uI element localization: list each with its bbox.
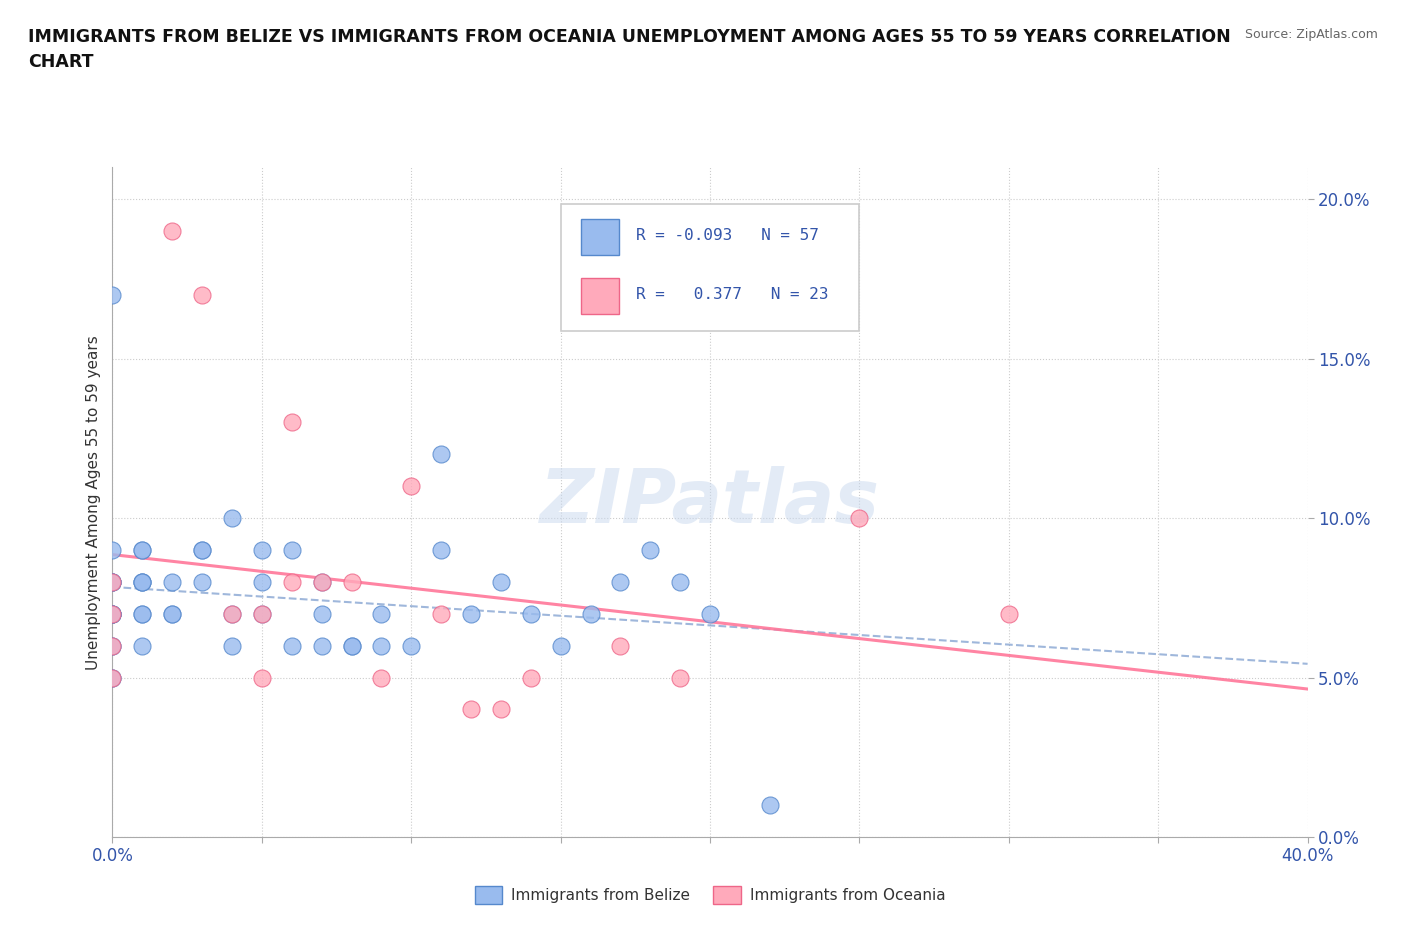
Text: IMMIGRANTS FROM BELIZE VS IMMIGRANTS FROM OCEANIA UNEMPLOYMENT AMONG AGES 55 TO : IMMIGRANTS FROM BELIZE VS IMMIGRANTS FRO…	[28, 28, 1230, 71]
Text: R =   0.377   N = 23: R = 0.377 N = 23	[636, 286, 828, 302]
Point	[191, 575, 214, 590]
Point	[162, 575, 183, 590]
Point	[311, 575, 333, 590]
Point	[281, 575, 304, 590]
Point	[370, 606, 392, 621]
Point	[101, 606, 124, 621]
Point	[250, 542, 273, 557]
Point	[609, 575, 631, 590]
FancyBboxPatch shape	[581, 278, 619, 314]
Point	[131, 542, 153, 557]
Point	[250, 671, 273, 685]
Point	[401, 479, 423, 494]
Text: Source: ZipAtlas.com: Source: ZipAtlas.com	[1244, 28, 1378, 41]
Point	[162, 606, 183, 621]
Point	[699, 606, 721, 621]
Point	[191, 542, 214, 557]
Point	[340, 638, 363, 653]
Point	[281, 638, 304, 653]
Point	[460, 606, 482, 621]
Point	[131, 575, 153, 590]
Point	[520, 606, 543, 621]
Point	[162, 224, 183, 239]
Point	[430, 447, 453, 462]
Point	[221, 606, 243, 621]
Legend: Immigrants from Belize, Immigrants from Oceania: Immigrants from Belize, Immigrants from …	[468, 880, 952, 910]
Point	[430, 606, 453, 621]
Point	[669, 671, 692, 685]
Point	[101, 638, 124, 653]
Point	[638, 542, 662, 557]
Point	[520, 671, 543, 685]
FancyBboxPatch shape	[581, 219, 619, 256]
Point	[101, 638, 124, 653]
Point	[430, 542, 453, 557]
Point	[370, 671, 392, 685]
Point	[101, 671, 124, 685]
Point	[759, 798, 782, 813]
Point	[311, 638, 333, 653]
Point	[131, 542, 153, 557]
Point	[340, 575, 363, 590]
Point	[101, 606, 124, 621]
Point	[669, 575, 692, 590]
Point	[101, 575, 124, 590]
Point	[340, 638, 363, 653]
Point	[131, 575, 153, 590]
Point	[131, 606, 153, 621]
FancyBboxPatch shape	[561, 205, 859, 331]
Point	[101, 638, 124, 653]
Point	[250, 606, 273, 621]
Point	[101, 671, 124, 685]
Point	[162, 606, 183, 621]
Point	[250, 606, 273, 621]
Point	[191, 287, 214, 302]
Point	[101, 287, 124, 302]
Point	[460, 702, 482, 717]
Point	[370, 638, 392, 653]
Point	[101, 575, 124, 590]
Point	[131, 606, 153, 621]
Point	[191, 542, 214, 557]
Point	[221, 511, 243, 525]
Point	[281, 542, 304, 557]
Point	[311, 606, 333, 621]
Point	[101, 606, 124, 621]
Point	[221, 606, 243, 621]
Point	[489, 702, 512, 717]
Point	[221, 638, 243, 653]
Point	[848, 511, 870, 525]
Text: ZIPatlas: ZIPatlas	[540, 466, 880, 538]
Point	[311, 575, 333, 590]
Point	[101, 575, 124, 590]
Point	[281, 415, 304, 430]
Point	[401, 638, 423, 653]
Point	[609, 638, 631, 653]
Point	[101, 542, 124, 557]
Text: R = -0.093   N = 57: R = -0.093 N = 57	[636, 228, 818, 243]
Point	[250, 575, 273, 590]
Point	[579, 606, 602, 621]
Point	[101, 671, 124, 685]
Point	[998, 606, 1021, 621]
Point	[131, 638, 153, 653]
Point	[550, 638, 572, 653]
Point	[131, 575, 153, 590]
Point	[101, 606, 124, 621]
Point	[101, 606, 124, 621]
Point	[101, 575, 124, 590]
Point	[101, 575, 124, 590]
Point	[101, 606, 124, 621]
Point	[489, 575, 512, 590]
Y-axis label: Unemployment Among Ages 55 to 59 years: Unemployment Among Ages 55 to 59 years	[86, 335, 101, 670]
